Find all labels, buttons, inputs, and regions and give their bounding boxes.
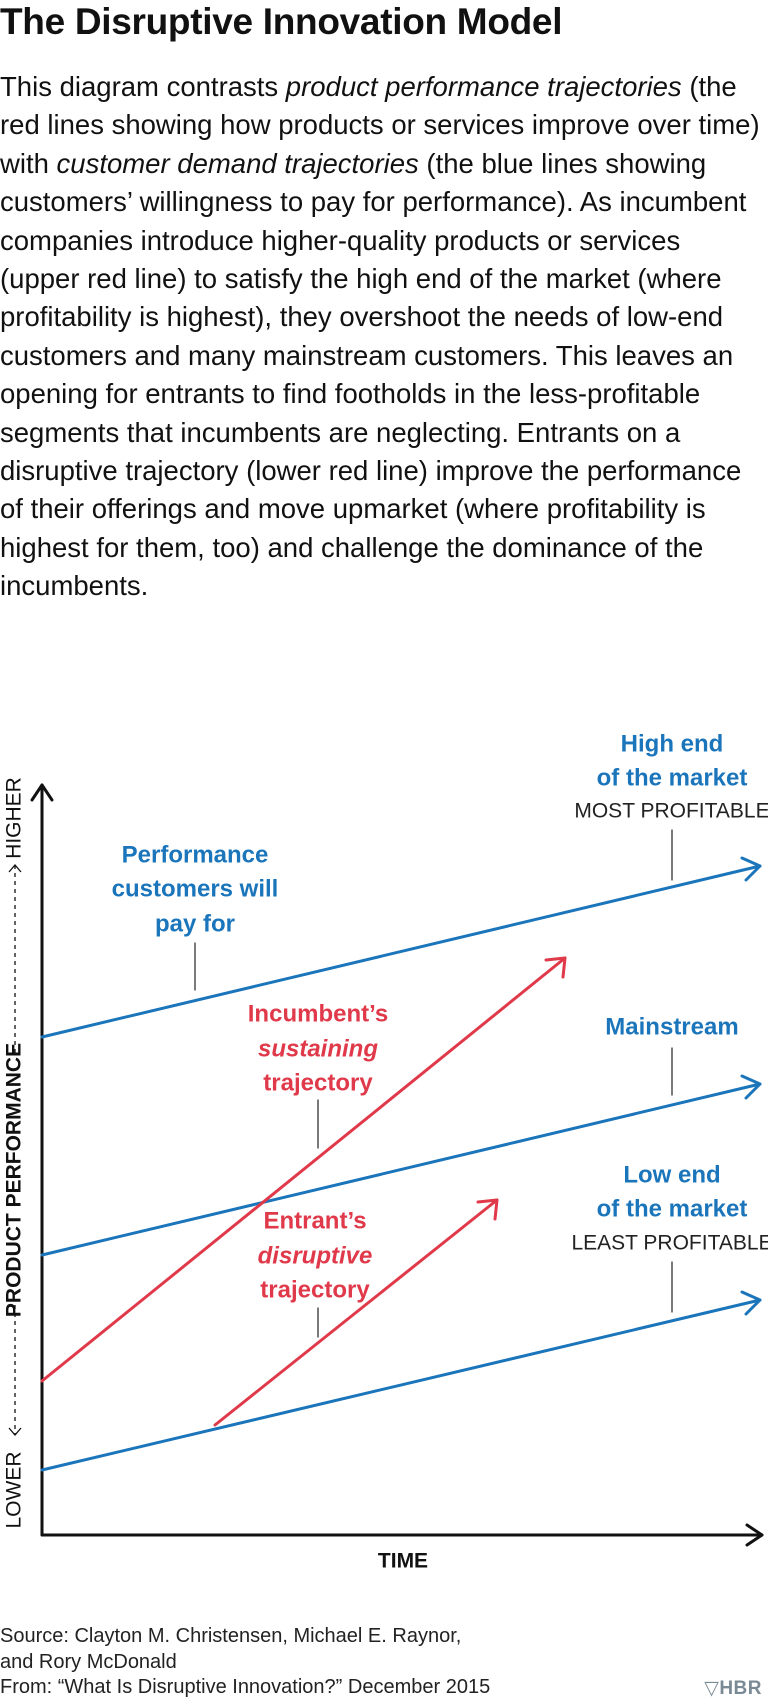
text: (the red lines showing how products or s… xyxy=(0,71,760,179)
label: trajectory xyxy=(260,1276,370,1303)
y-axis-label: PRODUCT PERFORMANCE xyxy=(3,1043,26,1317)
source-line: From: “What Is Disruptive Innovation?” D… xyxy=(0,1676,491,1698)
arrowhead xyxy=(30,783,54,802)
arrowhead xyxy=(740,856,762,882)
y-axis-end-label: LOWER xyxy=(3,1451,26,1528)
sustaining-trajectory xyxy=(40,956,567,1383)
x-axis-label: TIME xyxy=(378,1550,428,1573)
intro-text: This diagram contrasts product performan… xyxy=(0,68,762,606)
disruptive-trajectory xyxy=(213,1198,499,1427)
arrowhead xyxy=(476,1198,499,1221)
label: customers will xyxy=(112,875,279,902)
label: High end xyxy=(621,730,724,757)
note: MOST PROFITABLE xyxy=(574,800,768,823)
logo: ▽HBR xyxy=(704,1678,762,1699)
demand-line-low xyxy=(40,1298,762,1472)
arrowhead xyxy=(740,1290,762,1316)
label: of the market xyxy=(597,1195,748,1222)
diagram: High end of the market MOST PROFITABLE P… xyxy=(3,730,768,1573)
label: Entrant’s xyxy=(263,1207,366,1234)
label: Incumbent’s xyxy=(248,1000,388,1027)
label: pay for xyxy=(155,910,235,937)
arrowhead xyxy=(544,956,567,979)
label: trajectory xyxy=(263,1069,373,1096)
title: The Disruptive Innovation Model xyxy=(0,1,563,42)
logo-text: HBR xyxy=(719,1678,762,1699)
source-line: Source: Clayton M. Christensen, Michael … xyxy=(0,1625,462,1647)
text: (the blue lines showing customers’ willi… xyxy=(0,147,747,602)
label: sustaining xyxy=(258,1035,378,1062)
label: Low end xyxy=(623,1161,720,1188)
arrowhead xyxy=(8,1427,22,1436)
label: of the market xyxy=(597,764,748,791)
y-axis-end-label: HIGHER xyxy=(3,777,26,859)
source-line: and Rory McDonald xyxy=(0,1650,177,1673)
demand-line-high xyxy=(40,864,762,1039)
text: This diagram contrasts xyxy=(0,71,286,102)
note: LEAST PROFITABLE xyxy=(571,1232,768,1255)
demand-line-mainstream xyxy=(40,1082,762,1257)
label: disruptive xyxy=(258,1242,373,1269)
emphasis: customer demand trajectories xyxy=(56,147,419,179)
source: Source: Clayton M. Christensen, Michael … xyxy=(0,1624,490,1701)
label: Performance xyxy=(122,841,269,868)
emphasis: product performance trajectories xyxy=(285,71,682,102)
arrowhead xyxy=(8,864,22,873)
label: Mainstream xyxy=(605,1013,738,1040)
arrowhead xyxy=(745,1523,764,1547)
arrowhead xyxy=(740,1074,762,1100)
